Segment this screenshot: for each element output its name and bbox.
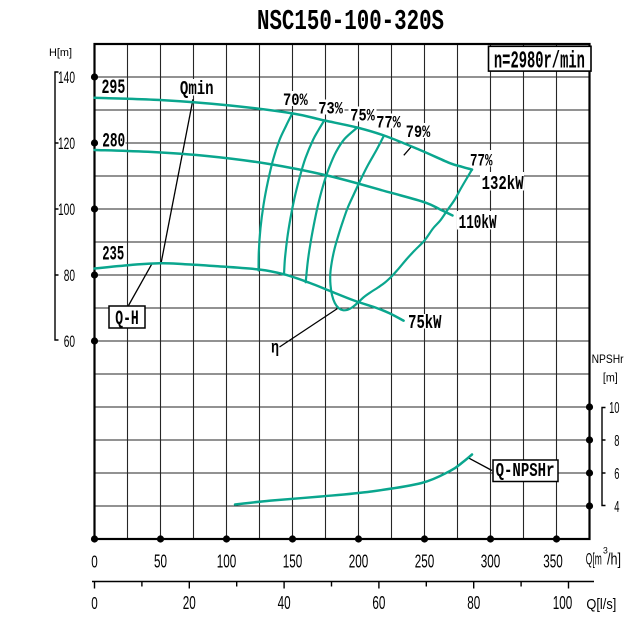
svg-text:Q[m: Q[m <box>586 550 602 569</box>
svg-text:8: 8 <box>614 431 619 449</box>
svg-text:250: 250 <box>415 552 435 572</box>
svg-text:73%: 73% <box>318 99 343 119</box>
svg-text:0: 0 <box>91 594 97 614</box>
svg-text:Q-H: Q-H <box>115 308 139 331</box>
svg-text:110kW: 110kW <box>459 212 497 234</box>
svg-text:75%: 75% <box>350 106 375 126</box>
svg-text:20: 20 <box>183 593 196 613</box>
svg-text:H[m]: H[m] <box>49 47 72 59</box>
svg-text:4: 4 <box>614 497 619 515</box>
svg-text:3: 3 <box>603 545 608 555</box>
svg-text:100: 100 <box>58 200 75 219</box>
svg-text:132kW: 132kW <box>482 173 524 195</box>
svg-text:300: 300 <box>481 552 501 572</box>
svg-text:10: 10 <box>609 400 619 417</box>
svg-text:70%: 70% <box>283 91 308 111</box>
svg-text:40: 40 <box>278 593 291 613</box>
svg-text:50: 50 <box>154 552 167 572</box>
svg-text:Q[l/s]: Q[l/s] <box>586 597 616 613</box>
svg-text:/h]: /h] <box>607 550 621 569</box>
svg-text:280: 280 <box>102 131 125 154</box>
svg-text:Qmin: Qmin <box>180 78 214 100</box>
svg-text:77%: 77% <box>470 152 493 172</box>
svg-text:350: 350 <box>543 552 563 572</box>
svg-text:75kW: 75kW <box>408 312 442 334</box>
svg-text:120: 120 <box>58 134 75 153</box>
svg-text:η: η <box>271 338 279 358</box>
svg-text:80: 80 <box>467 593 480 613</box>
svg-text:60: 60 <box>64 332 75 351</box>
svg-text:295: 295 <box>102 77 126 100</box>
svg-text:NSC150-100-320S: NSC150-100-320S <box>257 5 444 38</box>
svg-text:100: 100 <box>217 552 237 572</box>
svg-text:100: 100 <box>553 593 573 613</box>
svg-text:79%: 79% <box>406 123 431 143</box>
svg-text:n=2980r/min: n=2980r/min <box>494 48 585 75</box>
svg-text:[m]: [m] <box>603 373 618 385</box>
svg-text:Q-NPSHr: Q-NPSHr <box>496 460 555 482</box>
svg-text:60: 60 <box>372 593 385 613</box>
svg-text:80: 80 <box>64 266 75 285</box>
svg-text:NPSHr: NPSHr <box>592 353 624 366</box>
svg-text:6: 6 <box>614 464 619 482</box>
svg-text:200: 200 <box>349 552 369 572</box>
svg-text:235: 235 <box>102 244 124 267</box>
svg-text:150: 150 <box>283 552 303 572</box>
svg-text:77%: 77% <box>376 114 401 134</box>
svg-text:140: 140 <box>58 68 75 87</box>
svg-text:0: 0 <box>91 552 97 572</box>
